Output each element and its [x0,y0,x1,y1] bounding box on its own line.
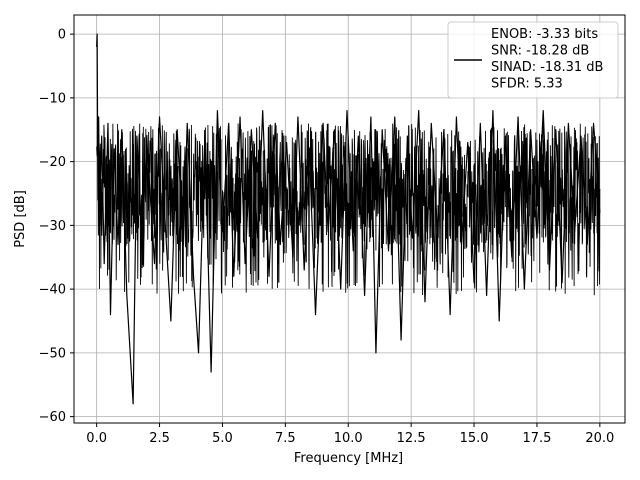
series-noise [96,109,601,296]
x-axis-label: Frequency [MHz] [294,451,403,466]
x-tick-label: 12.5 [397,431,426,446]
x-tick-label: 10.0 [334,431,363,446]
x-tick-label: 5.0 [212,431,233,446]
x-tick-label: 0.0 [86,431,107,446]
legend-box [447,21,619,99]
x-tick-label: 17.5 [522,431,551,446]
y-tick-label: −20 [39,155,66,170]
y-axis-label: PSD [dB] [13,190,28,248]
plot-layer [96,33,601,405]
y-tick-label: −60 [39,410,66,425]
legend-entry-line: SNR: -18.28 dB [491,44,589,59]
x-tick-label: 7.5 [275,431,296,446]
y-tick-label: −10 [39,91,66,106]
axes-frame [73,14,626,424]
legend-entry-line: ENOB: -3.33 bits [491,27,598,42]
legend-entry-line: SINAD: -18.31 dB [491,60,603,75]
y-tick-label: −40 [39,283,66,298]
axes-layer: 0.0 2.5 5.0 7.5 10.0 12.5 15.0 17.5 20.0 0 −10 −20 −… [39,14,626,446]
y-tick-label: −30 [39,219,66,234]
x-tick-label: 2.5 [149,431,170,446]
x-tick-label: 20.0 [585,431,614,446]
y-tick-label: −50 [39,346,66,361]
x-tick-label: 15.0 [460,431,489,446]
legend-entry-line: SFDR: 5.33 [491,77,563,92]
y-tick-label: 0 [58,28,66,43]
